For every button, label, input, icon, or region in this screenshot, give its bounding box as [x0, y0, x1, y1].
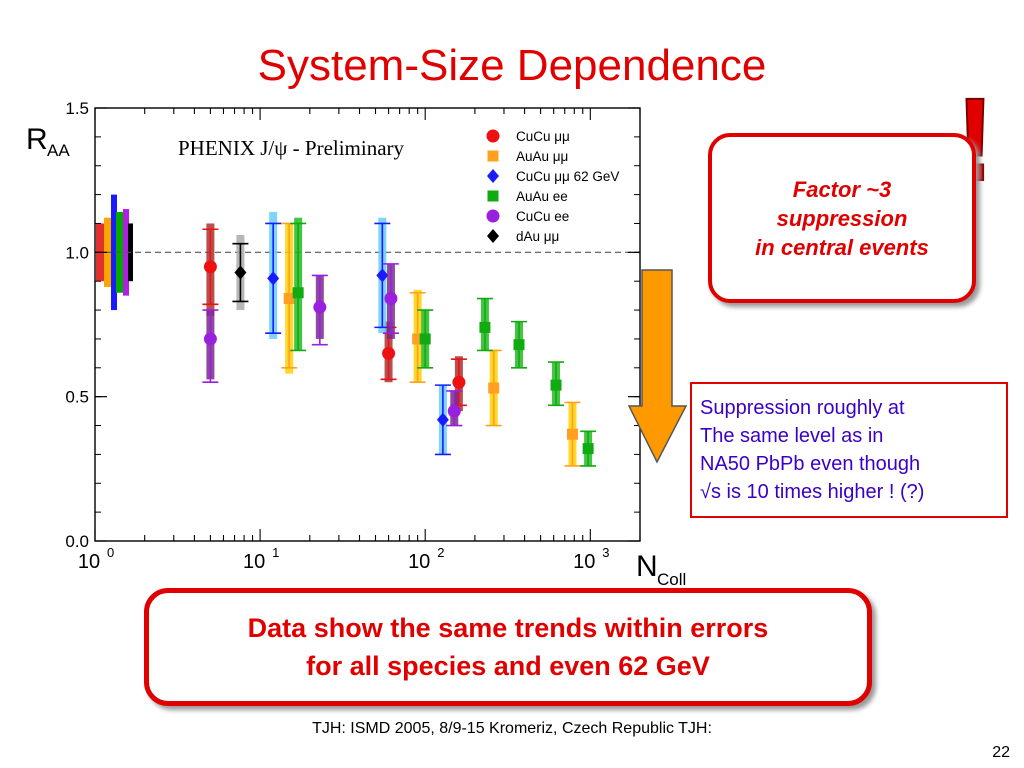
data-point	[376, 268, 389, 283]
x-tick-label: 10	[78, 551, 100, 573]
legend: CuCu μμ AuAu μμ CuCu μμ 62 GeV AuAu ee CuCu …	[486, 129, 619, 244]
data-point	[412, 333, 424, 345]
x-tick-label: 10	[573, 551, 595, 573]
data-point	[479, 321, 491, 333]
y-tick-label: 1.5	[65, 99, 89, 118]
y-axis-label-sub: AA	[47, 141, 70, 160]
conclusion-line: Data show the same trends within errors	[247, 613, 769, 643]
series-group	[290, 217, 597, 467]
series-group	[202, 263, 463, 427]
legend-marker	[486, 129, 500, 143]
factor-callout-text: Factor ~3 suppression in central events	[755, 175, 929, 262]
series-group	[232, 235, 249, 311]
plot-frame	[94, 107, 641, 542]
data-point	[550, 379, 562, 391]
factor-line: Factor ~3	[792, 176, 892, 202]
footer-text: TJH: ISMD 2005, 8/9-15 Kromeriz, Czech R…	[312, 720, 712, 737]
x-tick-label: 10	[243, 551, 265, 573]
legend-marker	[486, 209, 500, 223]
normalization-bar	[111, 194, 117, 311]
data-point	[292, 287, 304, 299]
data-point	[283, 293, 295, 305]
series-group	[265, 211, 451, 456]
x-tick-exponent: 3	[602, 545, 609, 560]
x-axis-label-sub: Coll	[657, 570, 686, 589]
legend-label: AuAu ee	[516, 189, 568, 204]
page-number: 22	[992, 744, 1010, 761]
suppression-line: √s is 10 times higher ! (?)	[700, 481, 925, 503]
data-point	[436, 412, 449, 427]
y-tick-label: 0.5	[65, 388, 89, 407]
legend-label: dAu μμ	[516, 229, 559, 244]
raa-chart: 0.0 0.5 1.0 1.5 10 0 10 1 10 2 10 3 R AA N Coll CuCu μμ…	[26, 99, 686, 589]
data-point	[384, 292, 398, 306]
legend-marker	[487, 190, 499, 202]
y-tick-label: 0.0	[65, 532, 89, 551]
data-points	[202, 211, 597, 467]
data-point	[447, 404, 461, 418]
legend-marker	[487, 169, 499, 183]
conclusion-callout: Data show the same trends within errors …	[144, 588, 872, 706]
axis-labels: 0.0 0.5 1.0 1.5 10 0 10 1 10 2 10 3 R AA N Coll	[26, 99, 686, 589]
x-tick-label: 10	[408, 551, 430, 573]
legend-label: CuCu μμ	[516, 129, 570, 144]
data-point	[203, 260, 217, 274]
data-point	[313, 300, 327, 314]
data-point	[203, 332, 217, 346]
data-point	[234, 265, 247, 280]
data-point	[488, 382, 500, 394]
legend-label: CuCu ee	[516, 209, 569, 224]
data-point	[382, 346, 396, 360]
legend-marker	[487, 150, 499, 162]
suppression-line: Suppression roughly at	[700, 397, 905, 419]
data-point	[513, 339, 525, 351]
x-tick-exponent: 1	[272, 545, 279, 560]
factor-callout: Factor ~3 suppression in central events	[708, 133, 976, 303]
x-tick-exponent: 2	[437, 545, 444, 560]
suppression-line: NA50 PbPb even though	[700, 453, 921, 475]
data-point	[566, 428, 578, 440]
data-point	[419, 333, 431, 345]
x-axis-label: N	[636, 550, 658, 583]
conclusion-line: for all species and even 62 GeV	[306, 651, 710, 681]
plot-frame-rect	[94, 107, 641, 542]
x-tick-exponent: 0	[107, 545, 114, 560]
legend-label: AuAu μμ	[516, 149, 568, 164]
factor-line: in central events	[755, 234, 929, 260]
data-point	[452, 375, 466, 389]
suppression-line: The same level as in	[700, 425, 884, 447]
down-arrow-icon	[628, 269, 688, 464]
series-group	[202, 223, 467, 412]
legend-label: CuCu μμ 62 GeV	[516, 169, 619, 184]
data-point	[267, 271, 280, 286]
suppression-note: Suppression roughly at The same level as…	[690, 382, 1008, 518]
legend-marker	[487, 229, 499, 243]
chart-annotation: PHENIX J/ψ - Preliminary	[178, 136, 405, 160]
factor-line: suppression	[776, 205, 908, 231]
y-tick-label: 1.0	[65, 243, 89, 262]
slide-title: System-Size Dependence	[257, 41, 767, 90]
y-axis-label: R	[26, 123, 48, 156]
data-point	[582, 443, 594, 455]
